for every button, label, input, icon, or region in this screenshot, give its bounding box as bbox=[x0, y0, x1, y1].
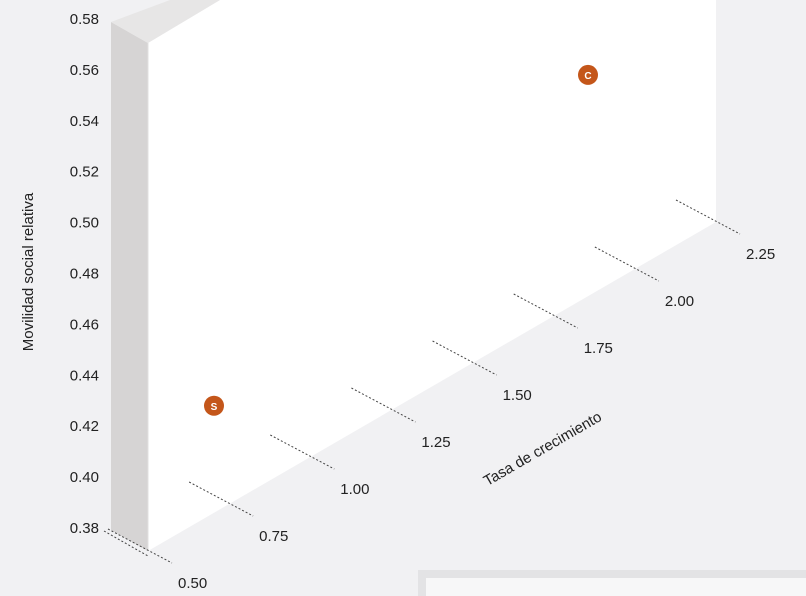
x-tick-label: 1.25 bbox=[421, 434, 450, 451]
x-tick-label: 1.75 bbox=[584, 340, 613, 357]
x-tick-line bbox=[432, 340, 497, 376]
y-tick-label: 0.52 bbox=[70, 164, 99, 181]
chart-top-edge bbox=[111, 0, 220, 43]
x-tick-label: 0.50 bbox=[178, 575, 207, 592]
y-tick-label: 0.42 bbox=[70, 418, 99, 435]
x-tick-label: 2.00 bbox=[665, 293, 694, 310]
data-points: SC bbox=[204, 64, 598, 416]
y-tick-label: 0.46 bbox=[70, 316, 99, 333]
x-tick-label: 0.75 bbox=[259, 528, 288, 545]
data-point bbox=[578, 64, 598, 85]
chart-back-wall bbox=[148, 0, 716, 551]
x-tick-line bbox=[351, 387, 416, 423]
x-tick-label: 1.00 bbox=[340, 481, 369, 498]
chart-side-wall bbox=[111, 22, 148, 551]
x-tick-line bbox=[107, 528, 173, 564]
y-tick-label: 0.54 bbox=[70, 113, 99, 130]
y-axis-ticks: 0.38 0.40 0.42 0.44 0.46 0.48 0.50 0.52 0.54 0.56… bbox=[70, 11, 99, 537]
y-tick-label: 0.56 bbox=[70, 62, 99, 79]
y-tick-label: 0.48 bbox=[70, 266, 99, 283]
x-tick-line bbox=[675, 199, 741, 235]
y-axis-title: Movilidad social relativa bbox=[20, 192, 37, 351]
y-tick-label: 0.38 bbox=[70, 520, 99, 537]
x-tick-line bbox=[270, 434, 335, 470]
data-point-label: C bbox=[584, 71, 591, 82]
y-axis-base-tick bbox=[103, 530, 149, 557]
x-axis-title: Tasa de crecimiento bbox=[481, 408, 605, 489]
data-point-label: S bbox=[211, 402, 218, 413]
x-tick-label: 1.50 bbox=[503, 387, 532, 404]
x-tick-label: 2.25 bbox=[746, 246, 775, 263]
info-panel-inner bbox=[426, 578, 806, 596]
y-tick-label: 0.50 bbox=[70, 215, 99, 232]
y-tick-label: 0.44 bbox=[70, 367, 99, 384]
y-tick-label: 0.58 bbox=[70, 11, 99, 28]
x-tick-line bbox=[513, 293, 578, 329]
x-tick-line bbox=[188, 481, 254, 517]
x-axis-ticks: 0.50 0.75 1.00 1.25 1.50 1.75 2.00 2.25 bbox=[103, 199, 775, 592]
data-point bbox=[204, 395, 224, 416]
x-tick-line bbox=[594, 246, 660, 282]
y-tick-label: 0.40 bbox=[70, 469, 99, 486]
